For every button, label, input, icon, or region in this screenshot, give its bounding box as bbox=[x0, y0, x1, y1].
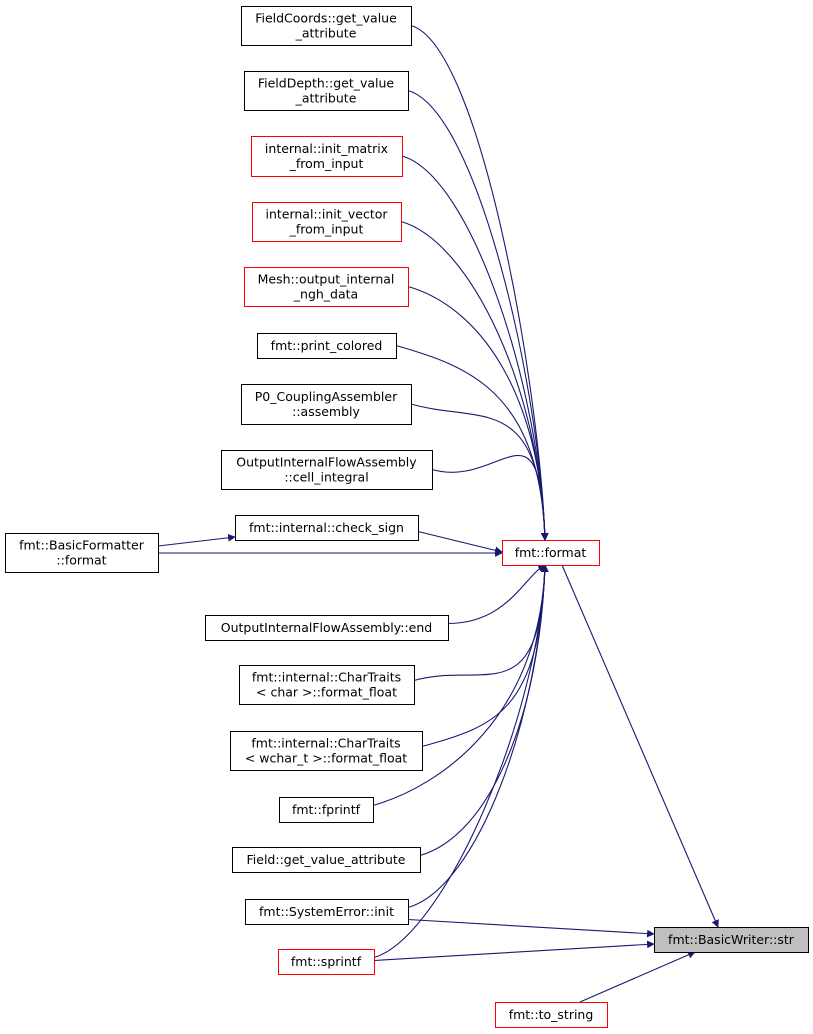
node-label: fmt::to_string bbox=[509, 1007, 594, 1022]
edge-mesh-to-format bbox=[407, 285, 549, 541]
node-label: ::cell_integral bbox=[284, 470, 368, 485]
node-label: OutputInternalFlowAssembly bbox=[236, 455, 417, 470]
node-fprintf[interactable]: fmt::fprintf bbox=[279, 797, 374, 823]
node-label: internal::init_matrix bbox=[265, 141, 388, 156]
edge-format-to-basicwriter_str bbox=[561, 564, 719, 928]
edge-check_sign-to-format bbox=[417, 530, 503, 555]
node-label: FieldDepth::get_value bbox=[258, 76, 395, 91]
node-box bbox=[221, 450, 433, 490]
node-init_vector[interactable]: internal::init_vector_from_input bbox=[252, 202, 402, 242]
node-label: < wchar_t >::format_float bbox=[245, 751, 407, 766]
node-label: Mesh::output_internal bbox=[258, 272, 395, 287]
node-mesh[interactable]: Mesh::output_internal_ngh_data bbox=[244, 267, 409, 307]
edge-systemerror-to-basicwriter_str bbox=[407, 918, 655, 938]
node-label: fmt::sprintf bbox=[291, 954, 362, 969]
node-label: ::assembly bbox=[292, 404, 360, 419]
node-label: fmt::internal::check_sign bbox=[249, 520, 404, 535]
node-systemerror[interactable]: fmt::SystemError::init bbox=[245, 899, 409, 925]
edge-init_vector-to-format bbox=[400, 220, 549, 541]
node-box bbox=[252, 202, 402, 242]
edge-basicformatter-to-check_sign bbox=[157, 533, 236, 547]
edge-systemerror-to-format bbox=[407, 564, 549, 909]
node-box bbox=[502, 540, 600, 566]
node-p0[interactable]: P0_CouplingAssembler::assembly bbox=[241, 384, 412, 425]
node-box bbox=[5, 533, 159, 573]
node-label: fmt::format bbox=[515, 545, 587, 560]
node-box bbox=[205, 615, 449, 641]
node-label: OutputInternalFlowAssembly::end bbox=[221, 620, 432, 635]
edge-sprintf-to-basicwriter_str bbox=[373, 940, 655, 962]
node-basicwriter_str[interactable]: fmt::BasicWriter::str bbox=[654, 927, 809, 953]
edge-fielddepth-to-format bbox=[407, 89, 549, 541]
node-basicformatter[interactable]: fmt::BasicFormatter::format bbox=[5, 533, 159, 573]
node-box bbox=[279, 797, 374, 823]
node-box bbox=[251, 136, 403, 177]
edge-sprintf-to-format bbox=[373, 564, 549, 959]
node-box bbox=[278, 949, 375, 975]
node-label: FieldCoords::get_value bbox=[255, 11, 397, 26]
node-label: < char >::format_float bbox=[256, 685, 397, 700]
node-cell_integral[interactable]: OutputInternalFlowAssembly::cell_integra… bbox=[221, 450, 433, 490]
node-sprintf[interactable]: fmt::sprintf bbox=[278, 949, 375, 975]
node-label: _attribute bbox=[295, 91, 357, 106]
node-label: fmt::BasicWriter::str bbox=[668, 932, 795, 947]
edges bbox=[157, 24, 719, 1003]
node-label: internal::init_vector bbox=[265, 207, 388, 222]
node-box bbox=[654, 927, 809, 953]
node-oifa_end[interactable]: OutputInternalFlowAssembly::end bbox=[205, 615, 449, 641]
edge-fprintf-to-format bbox=[372, 564, 549, 807]
node-label: fmt::fprintf bbox=[292, 802, 361, 817]
node-box bbox=[245, 899, 409, 925]
node-init_matrix[interactable]: internal::init_matrix_from_input bbox=[251, 136, 403, 177]
node-to_string[interactable]: fmt::to_string bbox=[495, 1002, 608, 1028]
nodes: FieldCoords::get_value_attributeFieldDep… bbox=[5, 6, 809, 1028]
node-label: Field::get_value_attribute bbox=[247, 852, 406, 867]
node-box bbox=[239, 665, 415, 705]
node-label: _from_input bbox=[289, 156, 364, 171]
node-box bbox=[244, 71, 409, 111]
node-fieldcoords[interactable]: FieldCoords::get_value_attribute bbox=[241, 6, 412, 46]
node-box bbox=[244, 267, 409, 307]
node-box bbox=[241, 6, 412, 46]
node-print_colored[interactable]: fmt::print_colored bbox=[257, 333, 397, 359]
edge-to_string-to-basicwriter_str bbox=[579, 951, 696, 1003]
node-box bbox=[232, 847, 421, 873]
node-check_sign[interactable]: fmt::internal::check_sign bbox=[235, 515, 419, 541]
node-label: _attribute bbox=[295, 26, 357, 41]
node-chartraits_wchar[interactable]: fmt::internal::CharTraits< wchar_t >::fo… bbox=[230, 731, 423, 771]
node-box bbox=[495, 1002, 608, 1028]
node-label: _ngh_data bbox=[293, 287, 358, 302]
node-chartraits_char[interactable]: fmt::internal::CharTraits< char >::forma… bbox=[239, 665, 415, 705]
node-label: fmt::SystemError::init bbox=[259, 904, 394, 919]
node-box bbox=[257, 333, 397, 359]
node-label: fmt::internal::CharTraits bbox=[252, 670, 401, 685]
node-box bbox=[235, 515, 419, 541]
edge-oifa_end-to-format bbox=[447, 564, 546, 625]
node-box bbox=[230, 731, 423, 771]
node-label: fmt::print_colored bbox=[271, 338, 383, 353]
node-label: P0_CouplingAssembler bbox=[255, 389, 398, 404]
node-field_gva[interactable]: Field::get_value_attribute bbox=[232, 847, 421, 873]
node-fielddepth[interactable]: FieldDepth::get_value_attribute bbox=[244, 71, 409, 111]
node-format[interactable]: fmt::format bbox=[502, 540, 600, 566]
edge-chartraits_wchar-to-format bbox=[421, 564, 549, 748]
edge-print_colored-to-format bbox=[395, 344, 549, 541]
node-label: fmt::BasicFormatter bbox=[19, 538, 145, 553]
edge-cell_integral-to-format bbox=[431, 455, 549, 541]
node-box bbox=[241, 384, 412, 425]
node-label: _from_input bbox=[289, 222, 364, 237]
node-label: fmt::internal::CharTraits bbox=[251, 736, 400, 751]
node-label: ::format bbox=[56, 553, 106, 568]
